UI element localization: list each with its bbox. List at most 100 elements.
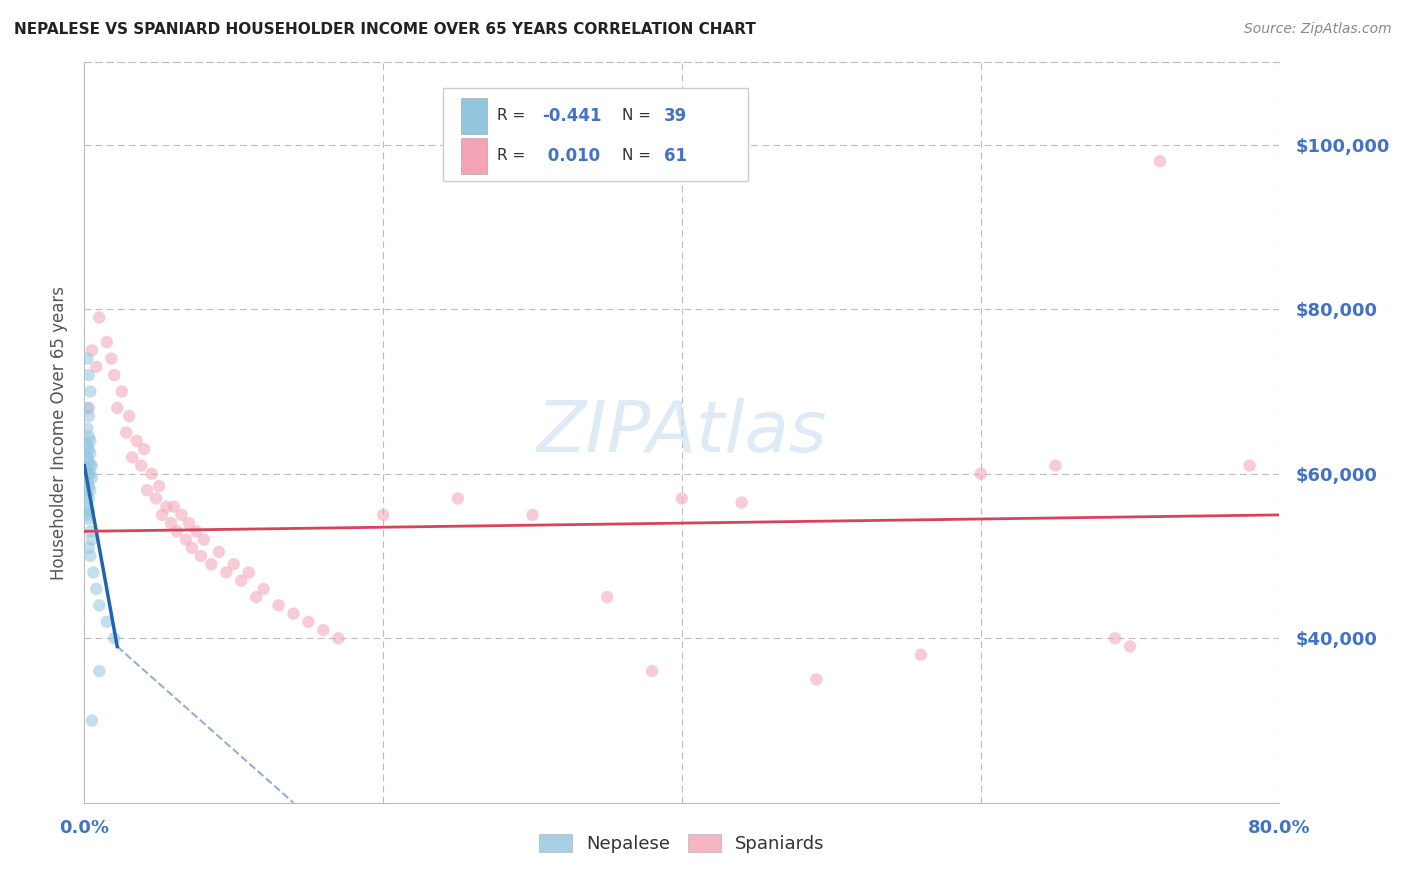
Point bbox=[76, 401, 98, 415]
Point bbox=[166, 524, 188, 539]
Point bbox=[155, 500, 177, 514]
Point bbox=[77, 491, 100, 506]
Point bbox=[76, 508, 98, 522]
Point bbox=[145, 491, 167, 506]
Point bbox=[522, 508, 544, 522]
Point bbox=[77, 467, 100, 481]
Point bbox=[136, 483, 159, 498]
Point bbox=[186, 524, 208, 539]
Point bbox=[103, 368, 125, 382]
Point bbox=[105, 401, 128, 415]
Point bbox=[160, 516, 183, 530]
Point bbox=[118, 409, 141, 424]
Point bbox=[77, 368, 100, 382]
Point bbox=[1239, 458, 1261, 473]
Point bbox=[1149, 154, 1171, 169]
Point bbox=[132, 442, 156, 456]
Point bbox=[80, 533, 103, 547]
Point bbox=[77, 541, 100, 555]
Point bbox=[267, 599, 290, 613]
Point bbox=[76, 487, 98, 501]
Point bbox=[222, 558, 245, 572]
Point bbox=[125, 434, 148, 448]
Text: R =: R = bbox=[496, 109, 530, 123]
Text: ZIPAtlas: ZIPAtlas bbox=[537, 398, 827, 467]
Point bbox=[77, 512, 100, 526]
Point bbox=[89, 664, 111, 678]
Point bbox=[77, 504, 100, 518]
Text: -0.441: -0.441 bbox=[543, 107, 602, 125]
Bar bbox=[461, 98, 486, 134]
Point bbox=[245, 590, 267, 604]
Point bbox=[174, 533, 197, 547]
Point bbox=[190, 549, 212, 563]
Bar bbox=[461, 138, 486, 174]
Point bbox=[231, 574, 253, 588]
Point bbox=[1104, 632, 1126, 646]
Point bbox=[208, 545, 231, 559]
Point bbox=[141, 467, 163, 481]
Point bbox=[447, 491, 470, 506]
Text: N =: N = bbox=[623, 148, 657, 163]
Point bbox=[80, 343, 103, 358]
Point bbox=[731, 495, 754, 509]
Point bbox=[80, 458, 103, 473]
Point bbox=[103, 632, 125, 646]
Point bbox=[79, 446, 101, 460]
Point bbox=[77, 454, 100, 468]
Point bbox=[79, 384, 101, 399]
Point bbox=[79, 458, 101, 473]
Point bbox=[77, 409, 100, 424]
Point bbox=[76, 351, 98, 366]
Point bbox=[328, 632, 350, 646]
Point bbox=[76, 500, 98, 514]
Point bbox=[641, 664, 664, 678]
Point bbox=[79, 434, 101, 448]
Point bbox=[253, 582, 276, 596]
Point bbox=[80, 471, 103, 485]
Point bbox=[596, 590, 619, 604]
Point bbox=[86, 582, 108, 596]
Point bbox=[170, 508, 193, 522]
Point bbox=[163, 500, 186, 514]
Text: Source: ZipAtlas.com: Source: ZipAtlas.com bbox=[1244, 22, 1392, 37]
Point bbox=[177, 516, 200, 530]
Point bbox=[79, 483, 101, 498]
Point bbox=[76, 438, 98, 452]
Point bbox=[89, 310, 111, 325]
Text: R =: R = bbox=[496, 148, 530, 163]
Text: 61: 61 bbox=[664, 147, 688, 165]
Point bbox=[77, 479, 100, 493]
Point bbox=[77, 442, 100, 456]
Point bbox=[312, 623, 335, 637]
Point bbox=[77, 430, 100, 444]
Legend: Nepalese, Spaniards: Nepalese, Spaniards bbox=[531, 827, 832, 861]
Point bbox=[1045, 458, 1067, 473]
Text: 0.010: 0.010 bbox=[543, 147, 600, 165]
Point bbox=[96, 615, 118, 629]
Point bbox=[181, 541, 204, 555]
Point bbox=[77, 401, 100, 415]
Point bbox=[86, 359, 108, 374]
Point bbox=[215, 566, 238, 580]
Point bbox=[297, 615, 319, 629]
Point bbox=[671, 491, 693, 506]
Text: NEPALESE VS SPANIARD HOUSEHOLDER INCOME OVER 65 YEARS CORRELATION CHART: NEPALESE VS SPANIARD HOUSEHOLDER INCOME … bbox=[14, 22, 756, 37]
Point bbox=[76, 421, 98, 435]
Point bbox=[193, 533, 215, 547]
Point bbox=[121, 450, 143, 465]
Point bbox=[96, 335, 118, 350]
Point bbox=[373, 508, 395, 522]
Y-axis label: Householder Income Over 65 years: Householder Income Over 65 years bbox=[49, 285, 67, 580]
Point bbox=[129, 458, 152, 473]
Point bbox=[89, 599, 111, 613]
Point bbox=[76, 450, 98, 465]
Point bbox=[283, 607, 305, 621]
Point bbox=[100, 351, 122, 366]
Point bbox=[111, 384, 134, 399]
FancyBboxPatch shape bbox=[443, 88, 748, 181]
Point bbox=[79, 467, 101, 481]
Point bbox=[806, 673, 828, 687]
Point bbox=[238, 566, 260, 580]
Point bbox=[80, 714, 103, 728]
